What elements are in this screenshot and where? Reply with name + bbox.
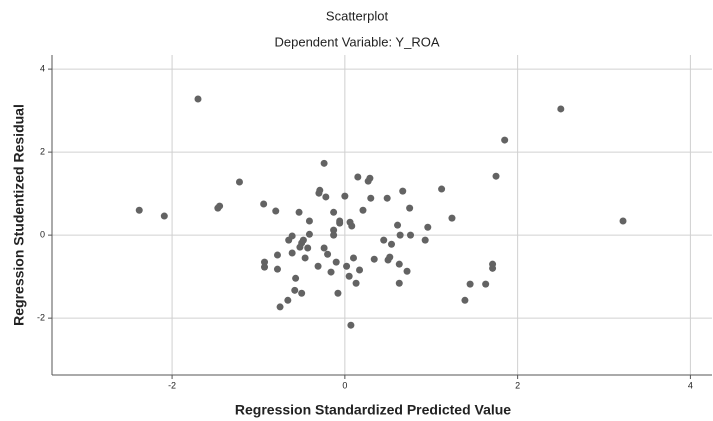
point bbox=[320, 159, 328, 167]
point bbox=[438, 185, 446, 193]
point bbox=[332, 258, 340, 266]
y-tick-label: 4 bbox=[40, 63, 45, 73]
point bbox=[334, 289, 342, 297]
point bbox=[194, 95, 202, 103]
point bbox=[305, 217, 313, 225]
x-tick-label: 2 bbox=[515, 380, 520, 390]
point bbox=[273, 265, 281, 273]
point bbox=[314, 262, 322, 270]
point bbox=[296, 243, 304, 251]
point bbox=[272, 207, 280, 215]
point bbox=[619, 217, 627, 225]
chart-subtitle: Dependent Variable: Y_ROA bbox=[274, 34, 439, 49]
point bbox=[261, 263, 269, 271]
y-tick-label: 2 bbox=[40, 146, 45, 156]
point bbox=[482, 280, 490, 288]
point bbox=[421, 236, 429, 244]
point bbox=[235, 178, 243, 186]
point bbox=[345, 272, 353, 280]
y-tick-label: -2 bbox=[37, 313, 45, 323]
point bbox=[260, 200, 268, 208]
point bbox=[316, 186, 324, 194]
point bbox=[298, 289, 306, 297]
point bbox=[354, 173, 362, 181]
point bbox=[261, 258, 269, 266]
point bbox=[461, 296, 469, 304]
point bbox=[349, 254, 357, 262]
point bbox=[395, 260, 403, 268]
point bbox=[299, 236, 307, 244]
point bbox=[295, 208, 303, 216]
x-tick-label: 4 bbox=[688, 380, 693, 390]
point bbox=[343, 262, 351, 270]
point bbox=[466, 280, 474, 288]
point bbox=[292, 274, 300, 282]
point bbox=[501, 136, 509, 144]
point bbox=[330, 231, 338, 239]
point bbox=[288, 232, 296, 240]
y-tick-label: 0 bbox=[40, 230, 45, 240]
point bbox=[388, 240, 396, 248]
point bbox=[424, 223, 432, 231]
point bbox=[347, 321, 355, 329]
point bbox=[370, 255, 378, 263]
x-axis-title: Regression Standardized Predicted Value bbox=[235, 402, 511, 418]
point bbox=[322, 193, 330, 201]
chart-title: Scatterplot bbox=[326, 8, 389, 23]
point bbox=[356, 266, 364, 274]
point bbox=[336, 217, 344, 225]
point bbox=[284, 296, 292, 304]
point bbox=[305, 230, 313, 238]
point bbox=[330, 208, 338, 216]
y-axis-title: Regression Studentized Residual bbox=[11, 104, 27, 326]
point bbox=[291, 286, 299, 294]
point bbox=[386, 253, 394, 261]
point bbox=[492, 172, 500, 180]
point bbox=[395, 279, 403, 287]
point bbox=[380, 236, 388, 244]
point bbox=[406, 204, 414, 212]
point bbox=[448, 214, 456, 222]
point bbox=[320, 244, 328, 252]
point bbox=[399, 187, 407, 195]
point bbox=[135, 206, 143, 214]
point bbox=[366, 174, 374, 182]
point bbox=[359, 206, 367, 214]
point bbox=[352, 279, 360, 287]
point bbox=[216, 202, 224, 210]
point bbox=[324, 250, 332, 258]
x-tick-label: -2 bbox=[168, 380, 176, 390]
point bbox=[330, 226, 338, 234]
point bbox=[407, 231, 415, 239]
point bbox=[276, 303, 284, 311]
point bbox=[367, 194, 375, 202]
point bbox=[403, 267, 411, 275]
point bbox=[288, 249, 296, 257]
point bbox=[396, 231, 404, 239]
point bbox=[489, 264, 497, 272]
point bbox=[304, 244, 312, 252]
point bbox=[273, 251, 281, 259]
point bbox=[383, 194, 391, 202]
point bbox=[160, 212, 168, 220]
point bbox=[301, 254, 309, 262]
point bbox=[348, 222, 356, 230]
point bbox=[341, 192, 349, 200]
x-tick-label: 0 bbox=[342, 380, 347, 390]
point bbox=[394, 221, 402, 229]
point bbox=[327, 268, 335, 276]
point bbox=[557, 105, 565, 113]
